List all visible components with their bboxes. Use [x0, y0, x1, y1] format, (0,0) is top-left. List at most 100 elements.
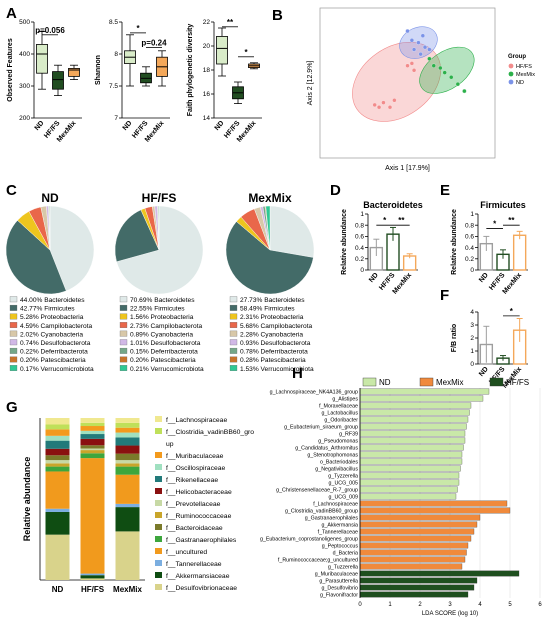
- pcoa-scatter: Axis 1 [17.9%]Axis 2 [12.9%]GroupHF/FSMe…: [307, 8, 535, 172]
- bar-label: d_Bacteria: [333, 550, 358, 556]
- legend-swatch: [155, 500, 162, 506]
- y-tick-label: 7: [114, 115, 118, 122]
- legend-label: 1.56% Proteobacteria: [130, 314, 194, 321]
- stacked-segment: [46, 467, 70, 472]
- bar-label: g_UCG_005: [329, 480, 358, 486]
- lda-bar: [360, 389, 489, 394]
- y-axis-title: Observed Features: [7, 38, 14, 102]
- legend-label: 5.28% Proteobacteria: [20, 314, 84, 321]
- scatter-point: [443, 71, 447, 75]
- lda-bar: [360, 438, 465, 443]
- y-axis-title: F/B ratio: [451, 324, 458, 352]
- y-tick-label: 1: [470, 211, 474, 218]
- legend-label: f__Helicobacteraceae: [166, 489, 232, 496]
- stacked-segment: [81, 574, 105, 576]
- scatter-point: [377, 105, 381, 109]
- legend-label: f__uncultured: [166, 549, 207, 556]
- y-tick-label: 20: [203, 43, 211, 50]
- pie-title: MexMix: [248, 191, 292, 205]
- legend-marker: [509, 64, 514, 69]
- x-tick-label: ND: [34, 120, 46, 132]
- scatter-point: [410, 38, 414, 42]
- bar-label: g_Eubacterium_coprostanoligenes_group: [260, 536, 358, 542]
- bar-label: g_Desulfovibrio: [321, 585, 358, 591]
- legend-swatch: [155, 560, 162, 566]
- lda-bar: [360, 522, 477, 527]
- legend-label: MexMix: [436, 378, 464, 387]
- stacked-segment: [81, 434, 105, 439]
- legend-swatch: [230, 314, 237, 320]
- significance-label: *: [383, 216, 387, 225]
- legend-swatch: [155, 452, 162, 458]
- legend-label: 0.89% Cyanobacteria: [130, 331, 193, 338]
- stacked-segment: [116, 531, 140, 580]
- y-tick-label: 0.4: [465, 245, 474, 252]
- y-tick-label: 500: [19, 19, 30, 26]
- significance-label: **: [508, 216, 515, 225]
- legend-swatch: [230, 340, 237, 346]
- bar-label: f_Tannerellaceae: [318, 529, 358, 535]
- y-tick-label: 0.8: [355, 222, 364, 229]
- legend-swatch: [120, 305, 127, 311]
- y-tick-label: 400: [19, 51, 30, 58]
- bar-label: g_UCG_009: [329, 494, 358, 500]
- stacked-segment: [116, 437, 140, 445]
- bar-label: g_Eubacterium_siraeum_group: [284, 424, 358, 430]
- stacked-segment: [116, 446, 140, 454]
- x-tick-label: HF/FS: [81, 585, 105, 594]
- chart-title: Bacteroidetes: [363, 200, 423, 210]
- y-tick-label: 8.5: [109, 19, 118, 26]
- lda-bar: [360, 529, 474, 534]
- legend-swatch: [10, 340, 17, 346]
- lda-bar: [360, 452, 462, 457]
- bar-label: f_Ruminococcaceae;g_uncultured: [278, 557, 358, 563]
- stacked-segment: [116, 475, 140, 504]
- scatter-point: [406, 29, 410, 33]
- stacked-segment: [81, 575, 105, 578]
- legend-label: 44.00% Bacteroidetes: [20, 297, 85, 304]
- stacked-segment: [46, 455, 70, 460]
- stacked-segment: [116, 460, 140, 463]
- bar-label: g_Parasutterella: [319, 578, 358, 584]
- legend-label: 0.20% Patescibacteria: [20, 357, 86, 364]
- legend-swatch: [155, 548, 162, 554]
- legend-label: 1.53% Verrucomicrobiota: [240, 366, 314, 373]
- x-tick-label: 0: [358, 602, 362, 608]
- legend-swatch: [155, 512, 162, 518]
- stacked-segment: [116, 504, 140, 507]
- y-tick-label: 200: [19, 115, 30, 122]
- lda-bar: [360, 424, 467, 429]
- lda-bar: [360, 557, 465, 562]
- bar-label: f_Lachnospiraceae: [313, 501, 358, 507]
- legend-label: f__Lachnospiraceae: [166, 417, 227, 424]
- legend-label: 1.01% Desulfobacterota: [130, 340, 201, 347]
- legend-title: Group: [508, 54, 526, 60]
- panel-label-D: D: [330, 182, 341, 199]
- y-tick-label: 18: [203, 67, 211, 74]
- lda-bar: [360, 494, 456, 499]
- stacked-segment: [46, 449, 70, 455]
- lda-bar: [360, 466, 461, 471]
- legend-label: f__Ruminococcaceae: [166, 513, 232, 520]
- legend-swatch: [10, 348, 17, 354]
- scatter-point: [388, 105, 392, 109]
- panel-label-F: F: [440, 287, 449, 304]
- legend-swatch: [10, 365, 17, 371]
- legend-swatch: [10, 314, 17, 320]
- panel-label-A: A: [6, 5, 17, 22]
- significance-label: **: [227, 18, 234, 27]
- bar-label: g_Christensenellaceae_R-7_group: [276, 487, 358, 493]
- legend-swatch: [155, 536, 162, 542]
- legend-swatch: [420, 378, 433, 386]
- stacked-segment: [81, 423, 105, 426]
- lda-bar: [360, 473, 459, 478]
- y-tick-label: 0.6: [355, 234, 364, 241]
- y-tick-label: 8: [114, 51, 118, 58]
- stacked-segment: [81, 439, 105, 445]
- bar-label: g_Lactobacillus: [321, 410, 358, 416]
- legend-label: 0.20% Patescibacteria: [130, 357, 196, 364]
- scatter-point: [462, 89, 466, 93]
